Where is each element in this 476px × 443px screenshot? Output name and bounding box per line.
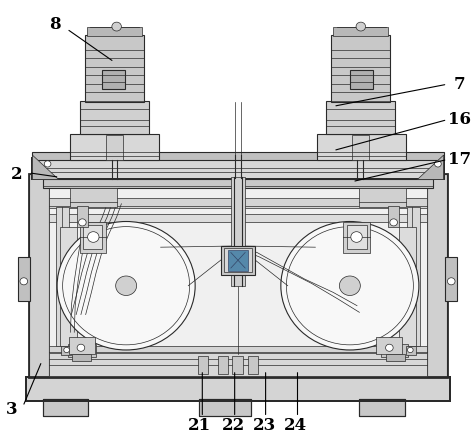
Bar (199, 399, 251, 416)
Bar (228, 250, 248, 271)
Circle shape (351, 232, 362, 242)
Bar (343, 222, 370, 253)
Circle shape (77, 344, 85, 351)
Text: 17: 17 (448, 151, 471, 168)
Bar (333, 27, 388, 36)
Bar (221, 246, 255, 275)
Bar (83, 225, 102, 249)
Bar (388, 206, 399, 227)
Bar (331, 35, 390, 102)
Polygon shape (32, 155, 59, 179)
Text: 8: 8 (49, 16, 60, 33)
Bar (248, 356, 258, 374)
Circle shape (64, 347, 69, 353)
Bar (326, 101, 395, 134)
Bar (49, 214, 427, 222)
Bar (70, 188, 117, 207)
Text: 16: 16 (448, 111, 471, 128)
Circle shape (447, 278, 455, 285)
Circle shape (57, 222, 195, 350)
Bar (350, 70, 373, 89)
Bar (102, 70, 125, 89)
Bar (32, 152, 444, 160)
Bar (49, 198, 427, 208)
Text: 22: 22 (222, 417, 245, 434)
Bar (60, 227, 77, 346)
Bar (49, 174, 427, 377)
Text: 21: 21 (188, 417, 211, 434)
Bar (56, 207, 69, 346)
Bar (32, 158, 444, 179)
Bar (359, 399, 405, 416)
Bar (407, 207, 420, 346)
Bar (427, 174, 447, 377)
Bar (198, 356, 208, 374)
Bar (26, 377, 450, 401)
Bar (406, 346, 416, 355)
Circle shape (390, 219, 397, 226)
Circle shape (386, 344, 393, 351)
Bar (61, 346, 71, 355)
Bar (77, 206, 88, 227)
Text: 23: 23 (253, 417, 276, 434)
Circle shape (44, 161, 51, 167)
Circle shape (88, 232, 99, 242)
Bar (381, 344, 408, 357)
Bar (106, 135, 123, 160)
Bar (218, 356, 228, 374)
Circle shape (407, 347, 413, 353)
Bar (359, 188, 406, 207)
Circle shape (116, 276, 137, 295)
Circle shape (356, 22, 366, 31)
Circle shape (79, 219, 86, 226)
Bar (359, 399, 405, 416)
Bar (43, 179, 433, 188)
Polygon shape (417, 155, 444, 179)
Bar (317, 134, 406, 160)
Circle shape (281, 222, 419, 350)
Text: 7: 7 (454, 76, 465, 93)
Bar (43, 399, 88, 416)
Bar (85, 35, 144, 102)
Bar (376, 337, 402, 354)
Circle shape (339, 276, 360, 295)
Bar (49, 346, 427, 354)
Circle shape (112, 22, 121, 31)
Bar (347, 225, 367, 249)
Bar (199, 399, 251, 416)
Bar (399, 227, 416, 346)
Bar (29, 174, 447, 377)
Circle shape (435, 161, 441, 167)
Text: 2: 2 (11, 167, 22, 183)
Bar (445, 257, 457, 301)
Bar (80, 101, 149, 134)
Bar (232, 356, 243, 374)
Bar (231, 177, 245, 286)
Text: 3: 3 (6, 401, 18, 418)
Bar (72, 354, 91, 361)
Circle shape (20, 278, 28, 285)
Bar (43, 399, 88, 416)
Bar (49, 353, 427, 376)
Text: 24: 24 (284, 417, 307, 434)
Bar (26, 377, 450, 401)
Bar (68, 344, 96, 357)
Bar (32, 158, 444, 179)
Bar (224, 248, 252, 272)
Bar (70, 134, 159, 160)
Bar (29, 174, 49, 377)
Bar (87, 27, 142, 36)
Bar (69, 337, 95, 354)
Bar (80, 222, 106, 253)
Bar (18, 257, 30, 301)
Bar (386, 354, 405, 361)
Bar (352, 135, 369, 160)
